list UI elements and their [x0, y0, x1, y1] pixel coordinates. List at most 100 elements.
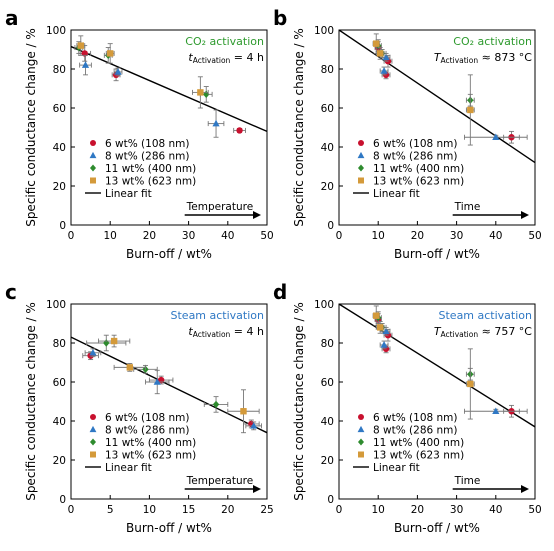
direction-arrow-label: Temperature	[186, 475, 254, 487]
panel-label: c	[5, 280, 17, 304]
legend-entry-label: 8 wt% (286 nm)	[105, 151, 190, 163]
data-point-square	[240, 408, 247, 415]
x-tick-label: 40	[489, 230, 502, 242]
legend-entry-label: 13 wt% (623 nm)	[373, 450, 464, 462]
data-point-triangle	[212, 119, 220, 127]
x-tick-label: 0	[68, 504, 75, 516]
linear-fit-line	[339, 304, 535, 428]
direction-arrow-label: Temperature	[186, 201, 254, 213]
x-tick-label: 10	[372, 230, 385, 242]
activation-condition: TActivation ≈ 873 °C	[434, 51, 532, 65]
legend-entry-label: 13 wt% (623 nm)	[105, 450, 196, 462]
linear-fit-line	[71, 45, 267, 133]
legend-marker-square	[358, 177, 364, 184]
x-tick-label: 25	[260, 504, 273, 516]
x-tick-label: 30	[182, 230, 195, 242]
panel-c: c 0 5 10 15 20 25 0 20 40 60 80 100 Burn-off / wt% Spe…	[5, 280, 274, 535]
panel-label: a	[5, 6, 19, 30]
linear-fit-line	[339, 30, 535, 164]
legend-entry-label: 6 wt% (108 nm)	[105, 412, 190, 424]
legend-fit-label: Linear fit	[105, 462, 152, 474]
legend-marker-triangle	[89, 151, 97, 159]
y-tick-label: 80	[53, 64, 66, 76]
legend-entry-label: 11 wt% (400 nm)	[373, 437, 464, 449]
x-tick-label: 40	[221, 230, 234, 242]
legend-marker-circle	[90, 140, 96, 146]
x-tick-label: 10	[372, 504, 385, 516]
x-axis-label: Burn-off / wt%	[126, 247, 212, 261]
legend-marker-diamond	[90, 438, 96, 446]
data-point-square	[467, 380, 474, 388]
arrow-head-icon	[521, 211, 529, 219]
x-tick-label: 15	[182, 504, 195, 516]
x-tick-label: 0	[68, 230, 75, 242]
y-tick-label: 20	[321, 455, 334, 467]
x-axis-label: Burn-off / wt%	[394, 521, 480, 535]
data-point-triangle	[153, 378, 161, 385]
legend-marker-triangle	[89, 425, 97, 433]
y-tick-label: 80	[321, 338, 334, 350]
x-tick-label: 0	[336, 230, 343, 242]
data-point-diamond	[103, 339, 110, 347]
panel-a: a 0 10 20 30 40 50 0 20 40 60 80 100 Burn-off / wt% Sp…	[5, 6, 274, 261]
y-tick-label: 0	[327, 494, 334, 506]
legend-entry-label: 6 wt% (108 nm)	[373, 412, 458, 424]
legend-marker-square	[90, 451, 96, 458]
legend-marker-diamond	[358, 438, 364, 446]
legend-marker-circle	[358, 140, 364, 146]
legend-marker-triangle	[357, 151, 365, 159]
legend: 6 wt% (108 nm)8 wt% (286 nm)11 wt% (400 …	[85, 412, 196, 474]
legend-marker-circle	[358, 414, 364, 420]
data-point-triangle	[380, 341, 388, 348]
plot-frame	[70, 303, 268, 500]
y-tick-label: 100	[46, 299, 66, 311]
legend-entry-label: 13 wt% (623 nm)	[105, 176, 196, 188]
direction-arrow-label: Time	[454, 475, 481, 487]
data-point-circle	[236, 127, 243, 134]
arrow-head-icon	[521, 485, 529, 493]
panel-label: b	[273, 6, 287, 30]
data-point-triangle	[89, 348, 97, 356]
legend-marker-diamond	[90, 164, 96, 172]
data-point-triangle	[492, 407, 500, 415]
x-tick-label: 20	[143, 230, 156, 242]
panel-label: d	[273, 280, 287, 304]
y-tick-label: 100	[46, 25, 66, 37]
activation-title: Steam activation	[171, 309, 265, 322]
x-tick-label: 30	[450, 230, 463, 242]
x-tick-label: 50	[528, 230, 541, 242]
legend-marker-square	[90, 177, 96, 184]
legend-fit-label: Linear fit	[105, 188, 152, 200]
legend-marker-diamond	[358, 164, 364, 172]
arrow-head-icon	[253, 211, 261, 219]
y-tick-label: 80	[321, 64, 334, 76]
y-tick-label: 60	[53, 377, 66, 389]
y-tick-label: 60	[321, 377, 334, 389]
y-axis-label: Specific conductance change / %	[24, 28, 38, 227]
y-tick-label: 20	[53, 181, 66, 193]
data-point-square	[126, 364, 133, 371]
plot-frame	[338, 303, 536, 500]
y-tick-label: 100	[314, 299, 334, 311]
y-tick-label: 60	[321, 103, 334, 115]
data-point-square	[107, 50, 114, 57]
activation-title: CO₂ activation	[453, 35, 532, 48]
x-tick-label: 50	[528, 504, 541, 516]
y-tick-label: 20	[321, 181, 334, 193]
x-tick-label: 10	[104, 230, 117, 242]
panel-d: d 0 10 20 30 40 50 0 20 40 60 80 100 Burn-off / wt% Sp…	[273, 280, 542, 535]
legend: 6 wt% (108 nm)8 wt% (286 nm)11 wt% (400 …	[353, 138, 464, 200]
legend-entry-label: 8 wt% (286 nm)	[373, 425, 458, 437]
y-tick-label: 60	[53, 103, 66, 115]
y-axis-label: Specific conductance change / %	[292, 28, 306, 227]
data-point-square	[373, 312, 380, 319]
data-point-triangle	[492, 133, 500, 141]
arrow-head-icon	[253, 485, 261, 493]
legend-entry-label: 8 wt% (286 nm)	[105, 425, 190, 437]
y-tick-label: 0	[59, 220, 66, 232]
legend-entry-label: 6 wt% (108 nm)	[373, 138, 458, 150]
activation-title: Steam activation	[439, 309, 533, 322]
data-point-triangle	[382, 327, 390, 335]
legend: 6 wt% (108 nm)8 wt% (286 nm)11 wt% (400 …	[353, 412, 464, 474]
